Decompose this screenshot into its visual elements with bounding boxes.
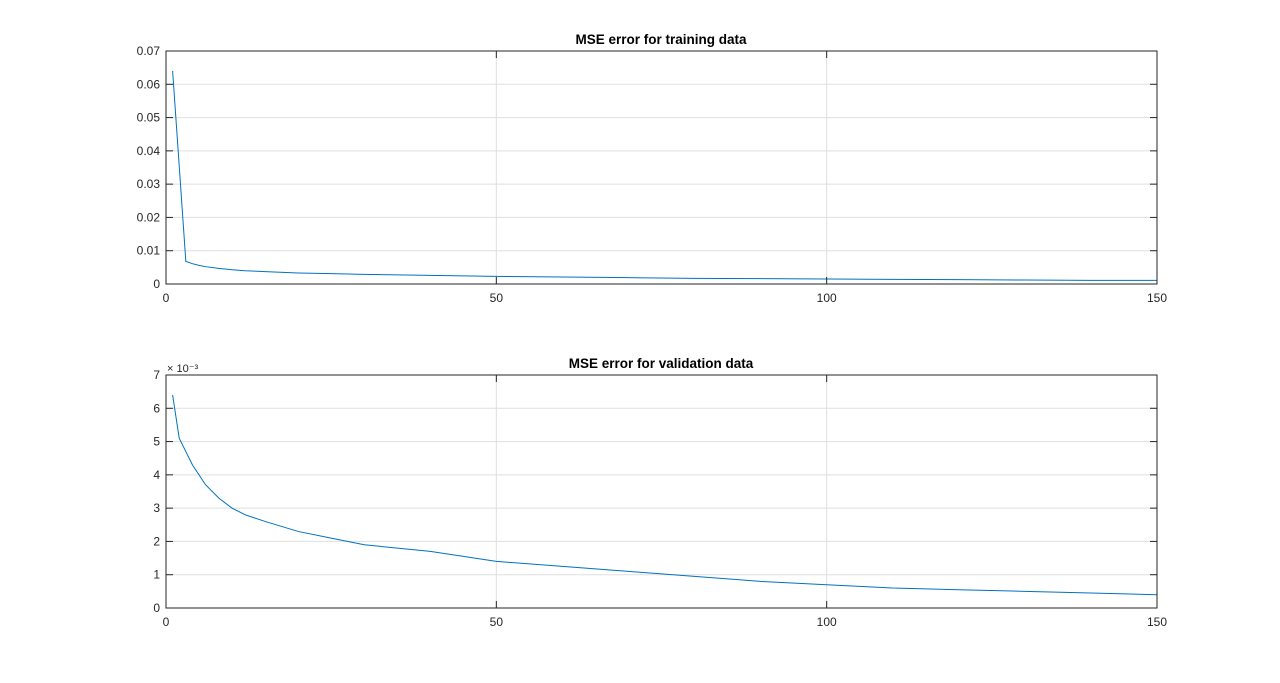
y-tick-label-validation: 7 (153, 368, 160, 382)
plot-area-training: 0 50 100 150 0 0.01 0.02 0.03 0.04 0.05 0.06 0.07 (137, 44, 1168, 305)
series-line-training (172, 70, 1157, 281)
x-tick-label-training: 0 (163, 291, 170, 305)
x-tick-label-validation: 0 (163, 615, 170, 629)
x-tick-label-validation: 50 (490, 615, 504, 629)
axes-box-training (165, 50, 1158, 285)
y-tick-label-validation: 0 (153, 601, 160, 615)
y-tick-label-training: 0.01 (137, 244, 161, 258)
y-tick-label-validation: 6 (153, 401, 160, 415)
x-tick-label-validation: 100 (817, 615, 837, 629)
y-tick-label-validation: 3 (153, 501, 160, 515)
y-tick-label-training: 0.02 (137, 210, 161, 224)
y-tick-label-training: 0.04 (137, 144, 161, 158)
chart-title-training: MSE error for training data (575, 32, 747, 47)
x-tick-label-training: 50 (490, 291, 504, 305)
chart-title-validation: MSE error for validation data (569, 356, 754, 371)
x-tick-label-validation: 150 (1147, 615, 1167, 629)
y-exponent-label-validation: × 10⁻³ (167, 363, 199, 375)
y-tick-label-validation: 2 (153, 534, 160, 548)
x-tick-label-training: 150 (1147, 291, 1167, 305)
y-tick-label-validation: 1 (153, 568, 160, 582)
axes-box-validation (165, 374, 1158, 609)
y-tick-label-training: 0.03 (137, 177, 161, 191)
y-tick-label-training: 0.07 (137, 44, 161, 58)
y-tick-label-validation: 4 (153, 468, 160, 482)
y-tick-label-training: 0 (153, 277, 160, 291)
plot-area-validation: 0 50 100 150 0 1 2 3 4 5 6 7 (153, 368, 1167, 629)
chart-validation: MSE error for validation data × 10⁻³ 0 50… (153, 356, 1167, 629)
x-tick-label-training: 100 (817, 291, 837, 305)
series-line-validation (172, 394, 1158, 596)
y-tick-label-training: 0.05 (137, 111, 161, 125)
y-tick-label-training: 0.06 (137, 77, 161, 91)
y-tick-label-validation: 5 (153, 435, 160, 449)
chart-training: MSE error for training data 0 50 100 150 0 0.… (137, 32, 1168, 305)
